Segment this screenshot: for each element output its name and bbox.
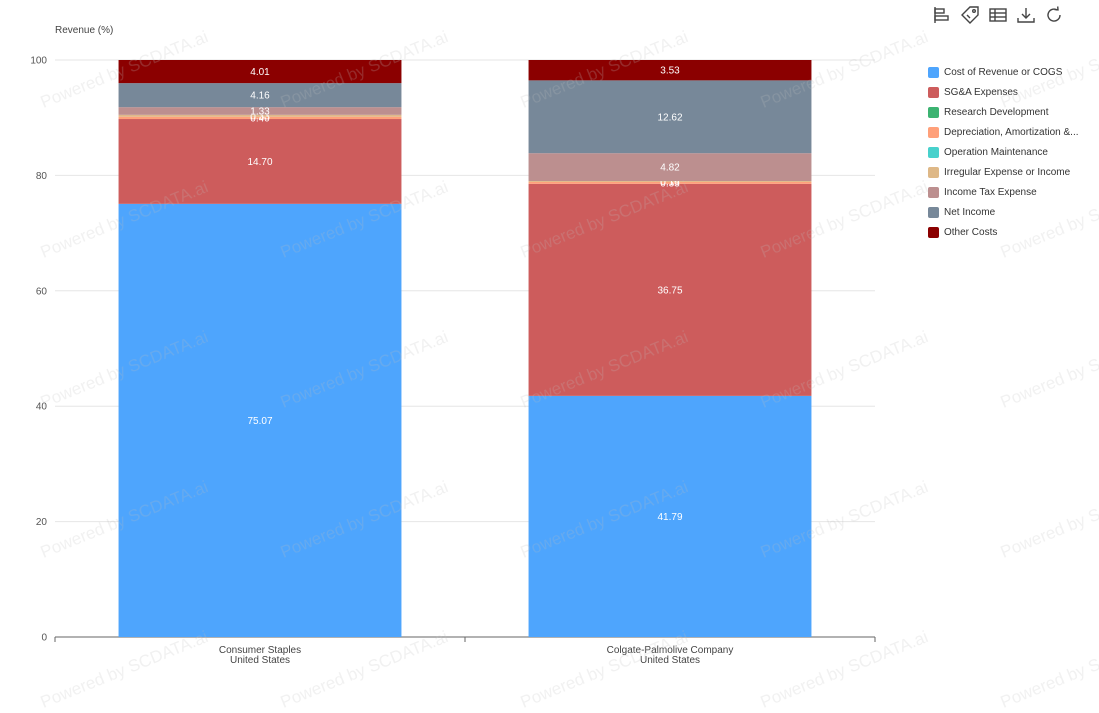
- table-icon[interactable]: [988, 5, 1008, 25]
- legend-swatch: [928, 106, 939, 118]
- chart-legend: Cost of Revenue or COGS SG&A Expenses Rese…: [928, 62, 1079, 242]
- legend-item[interactable]: Research Development: [928, 102, 1079, 122]
- bar-segment-0-5: [118, 114, 402, 117]
- x-tick-label-0: Consumer Staples: [219, 645, 301, 656]
- data-label-0-8: 4.01: [250, 67, 270, 78]
- legend-label: Income Tax Expense: [944, 186, 1037, 198]
- legend-swatch: [928, 146, 939, 158]
- bar-segment-1-8: [528, 60, 812, 81]
- y-tick-label-80: 80: [36, 171, 48, 182]
- legend-item[interactable]: Net Income: [928, 202, 1079, 222]
- legend-swatch: [928, 206, 939, 218]
- legend-item[interactable]: Irregular Expense or Income: [928, 162, 1079, 182]
- bar-chart-icon[interactable]: [932, 5, 952, 25]
- data-label-1-0: 41.79: [657, 512, 682, 523]
- legend-swatch: [928, 166, 939, 178]
- legend-label: SG&A Expenses: [944, 86, 1018, 98]
- legend-label: Research Development: [944, 106, 1049, 118]
- x-tick-sublabel-0: United States: [230, 655, 290, 666]
- bar-segment-0-6: [118, 107, 402, 115]
- data-label-1-3: 0.33: [660, 178, 680, 189]
- legend-item[interactable]: SG&A Expenses: [928, 82, 1079, 102]
- bar-segment-1-6: [528, 153, 812, 181]
- bar-segment-0-8: [118, 60, 402, 84]
- data-label-0-5: 0.33: [250, 111, 270, 122]
- legend-swatch: [928, 86, 939, 98]
- legend-swatch: [928, 226, 939, 238]
- legend-label: Depreciation, Amortization &...: [944, 126, 1079, 138]
- data-label-1-7: 12.62: [657, 112, 682, 123]
- refresh-icon[interactable]: [1044, 5, 1064, 25]
- legend-item[interactable]: Depreciation, Amortization &...: [928, 122, 1079, 142]
- bar-segment-0-0: [118, 203, 402, 637]
- bar-segment-1-5: [528, 180, 812, 182]
- data-label-0-6: 1.33: [250, 106, 270, 117]
- data-label-0-7: 4.16: [250, 91, 270, 102]
- bar-segment-1-1: [528, 183, 812, 396]
- data-label-1-5: 0.16: [660, 177, 680, 188]
- y-tick-label-100: 100: [30, 56, 47, 67]
- chart-toolbar: [932, 5, 1064, 25]
- legend-label: Other Costs: [944, 226, 998, 238]
- legend-item[interactable]: Operation Maintenance: [928, 142, 1079, 162]
- legend-item[interactable]: Other Costs: [928, 222, 1079, 242]
- data-label-1-8: 3.53: [660, 66, 680, 77]
- y-axis-label: Revenue (%): [55, 25, 113, 36]
- y-tick-label-40: 40: [36, 402, 48, 413]
- data-label-1-1: 36.75: [657, 285, 682, 296]
- y-tick-label-60: 60: [36, 286, 48, 297]
- data-label-0-1: 14.70: [247, 157, 272, 168]
- y-tick-label-20: 20: [36, 517, 48, 528]
- bar-segment-1-7: [528, 80, 812, 154]
- y-tick-label-0: 0: [41, 633, 47, 644]
- bar-segment-1-3: [528, 181, 812, 184]
- legend-label: Cost of Revenue or COGS: [944, 66, 1063, 78]
- legend-label: Net Income: [944, 206, 996, 218]
- legend-swatch: [928, 66, 939, 78]
- legend-label: Irregular Expense or Income: [944, 166, 1071, 178]
- tag-icon[interactable]: [960, 5, 980, 25]
- bar-segment-0-3: [118, 116, 402, 120]
- data-label-1-6: 4.82: [660, 163, 680, 174]
- x-tick-sublabel-1: United States: [640, 655, 700, 666]
- bar-segment-0-1: [118, 119, 402, 204]
- download-icon[interactable]: [1016, 5, 1036, 25]
- legend-swatch: [928, 186, 939, 198]
- bar-segment-1-0: [528, 395, 812, 637]
- legend-item[interactable]: Income Tax Expense: [928, 182, 1079, 202]
- data-label-0-3: 0.40: [250, 113, 270, 124]
- data-label-0-0: 75.07: [247, 416, 272, 427]
- legend-label: Operation Maintenance: [944, 146, 1048, 158]
- legend-swatch: [928, 126, 939, 138]
- legend-item[interactable]: Cost of Revenue or COGS: [928, 62, 1079, 82]
- bar-segment-0-7: [118, 83, 402, 108]
- x-tick-label-1: Colgate-Palmolive Company: [607, 645, 734, 656]
